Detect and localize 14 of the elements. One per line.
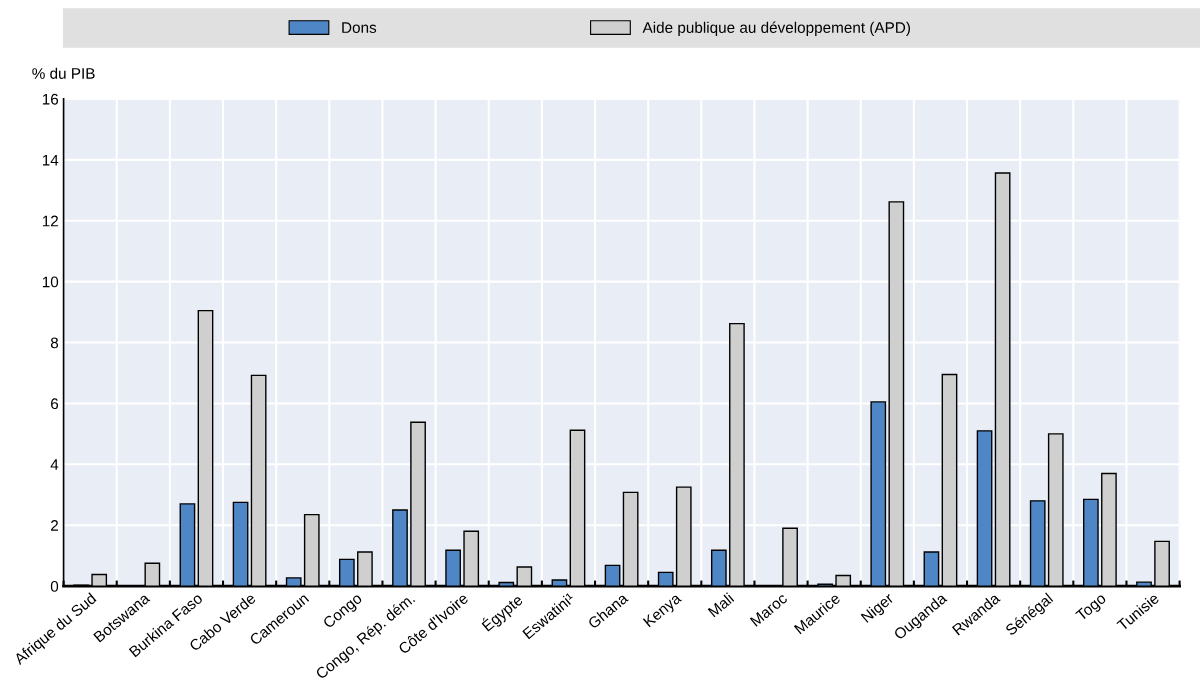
y-tick-label: 10 — [42, 276, 59, 288]
x-tick-label: Mali — [707, 592, 735, 618]
y-tick-label: 2 — [51, 520, 58, 531]
y-tick-label: 16 — [42, 93, 59, 105]
y-tick-label: 4 — [50, 459, 59, 470]
x-tick-label: Togo — [1075, 592, 1109, 624]
y-axis-title: % du PIB — [32, 67, 95, 79]
y-tick-label: 6 — [51, 398, 59, 410]
y-tick-label: 0 — [50, 580, 59, 592]
y-tick-label: 14 — [42, 154, 59, 166]
y-tick-label: 8 — [50, 337, 59, 349]
y-tick-label: 12 — [42, 215, 58, 227]
legend-label: Aide publique au développement (APD) — [642, 21, 910, 36]
legend-label: Dons — [342, 22, 377, 33]
